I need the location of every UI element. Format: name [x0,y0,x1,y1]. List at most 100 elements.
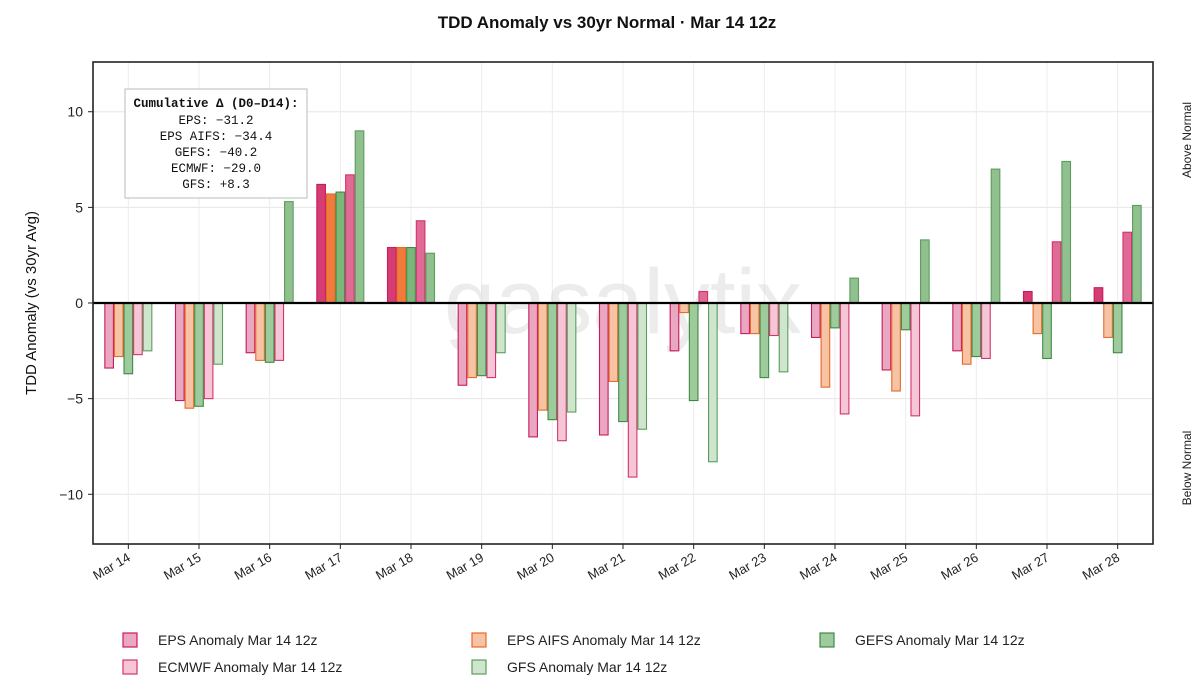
bar [184,302,195,409]
x-tick-label: Mar 14 [90,550,133,583]
bar [920,239,930,304]
x-tick-label: Mar 18 [373,550,416,583]
legend-swatch [471,632,487,648]
annotation-line: ECMWF: −29.0 [171,162,261,176]
bar [1103,302,1113,338]
bar [142,302,153,352]
bar [345,174,355,304]
x-tick-label: Mar 23 [726,550,769,583]
bar [679,302,689,314]
annotation-line: GFS: +8.3 [182,178,250,192]
bar [1022,290,1033,304]
legend-swatch [122,632,138,648]
x-tick-label: Mar 25 [868,550,911,583]
bar [830,302,840,329]
legend-item[interactable]: EPS AIFS Anomaly Mar 14 12z [471,632,701,648]
bar [203,302,214,400]
bar [952,302,962,352]
bar [274,302,285,361]
bar [1042,302,1052,360]
x-axis-ticks: Mar 14 Mar 15 Mar 16 Mar 17 Mar 18 Mar 19 Mar … [90,544,1122,583]
bar [769,302,779,337]
bar [194,302,204,407]
legend-item[interactable]: GFS Anomaly Mar 14 12z [471,659,667,675]
y-tick-label: 5 [75,199,83,215]
bar [104,302,114,369]
bar [316,183,326,304]
annotation-header: Cumulative Δ (D0–D14): [133,97,298,111]
annotation-line: EPS: −31.2 [178,114,253,128]
bar [900,302,911,331]
bar [849,277,860,304]
x-tick-label: Mar 20 [514,550,557,583]
legend-label: EPS AIFS Anomaly Mar 14 12z [507,632,701,648]
legend-swatch [122,659,138,675]
bar [749,302,760,335]
bar [759,302,770,379]
bar [113,302,124,358]
x-tick-label: Mar 22 [656,550,699,583]
bar [457,302,468,386]
bar [245,302,256,354]
bar [557,302,567,442]
bar [669,302,680,352]
bar [425,252,436,304]
bar [467,302,477,379]
bar [708,302,718,463]
cumulative-delta-box: Cumulative Δ (D0–D14): EPS: −31.2 EPS AI… [124,88,308,199]
bar [891,302,901,392]
bar [537,302,548,411]
legend-item[interactable]: EPS Anomaly Mar 14 12z [122,632,318,648]
bar [618,302,628,423]
legend-label: ECMWF Anomaly Mar 14 12z [158,659,342,675]
bar [396,246,407,304]
annotation-line: GEFS: −40.2 [175,146,258,160]
legend-swatch [471,659,487,675]
bar [1112,302,1123,354]
bar [133,302,143,356]
bar [284,201,294,304]
y-tick-label: 0 [75,295,83,311]
bar [123,302,134,375]
bar [486,302,497,379]
bar [335,191,346,304]
legend-label: GFS Anomaly Mar 14 12z [507,659,667,675]
legend-item[interactable]: GEFS Anomaly Mar 14 12z [819,632,1025,648]
x-tick-label: Mar 15 [161,550,204,583]
chart-title: TDD Anomaly vs 30yr Normal · Mar 14 12z [438,13,777,32]
bar [990,168,1001,304]
bar [325,193,336,304]
bar [174,302,185,402]
below-normal-label: Below Normal [1180,431,1194,506]
legend-label: GEFS Anomaly Mar 14 12z [855,632,1025,648]
x-tick-label: Mar 24 [797,550,840,583]
x-tick-label: Mar 26 [938,550,981,583]
series-3 [123,191,1123,423]
legend-label: EPS Anomaly Mar 14 12z [158,632,318,648]
bar [528,302,538,438]
bar [1093,287,1104,304]
legend-swatch [819,632,835,648]
bar [637,302,648,430]
bar [1051,241,1062,304]
x-tick-label: Mar 21 [585,550,628,583]
bar [1122,231,1133,304]
bar [971,302,982,358]
bar [1132,204,1142,304]
annotation-line: EPS AIFS: −34.4 [160,130,273,144]
y-axis-ticks: −10 −5 0 5 10 [59,104,93,502]
bar [839,302,850,415]
bar [213,302,224,365]
bar [406,246,416,304]
bar [566,302,577,413]
bar [910,302,921,417]
bar [688,302,699,402]
bar [496,302,506,354]
legend-item[interactable]: ECMWF Anomaly Mar 14 12z [122,659,342,675]
legend: EPS Anomaly Mar 14 12z ECMWF Anomaly Mar… [122,632,1025,675]
y-tick-label: −5 [67,391,83,407]
y-tick-label: −10 [59,486,83,502]
bar [778,302,789,373]
above-normal-label: Above Normal [1180,102,1194,178]
bar-series [104,130,1142,478]
